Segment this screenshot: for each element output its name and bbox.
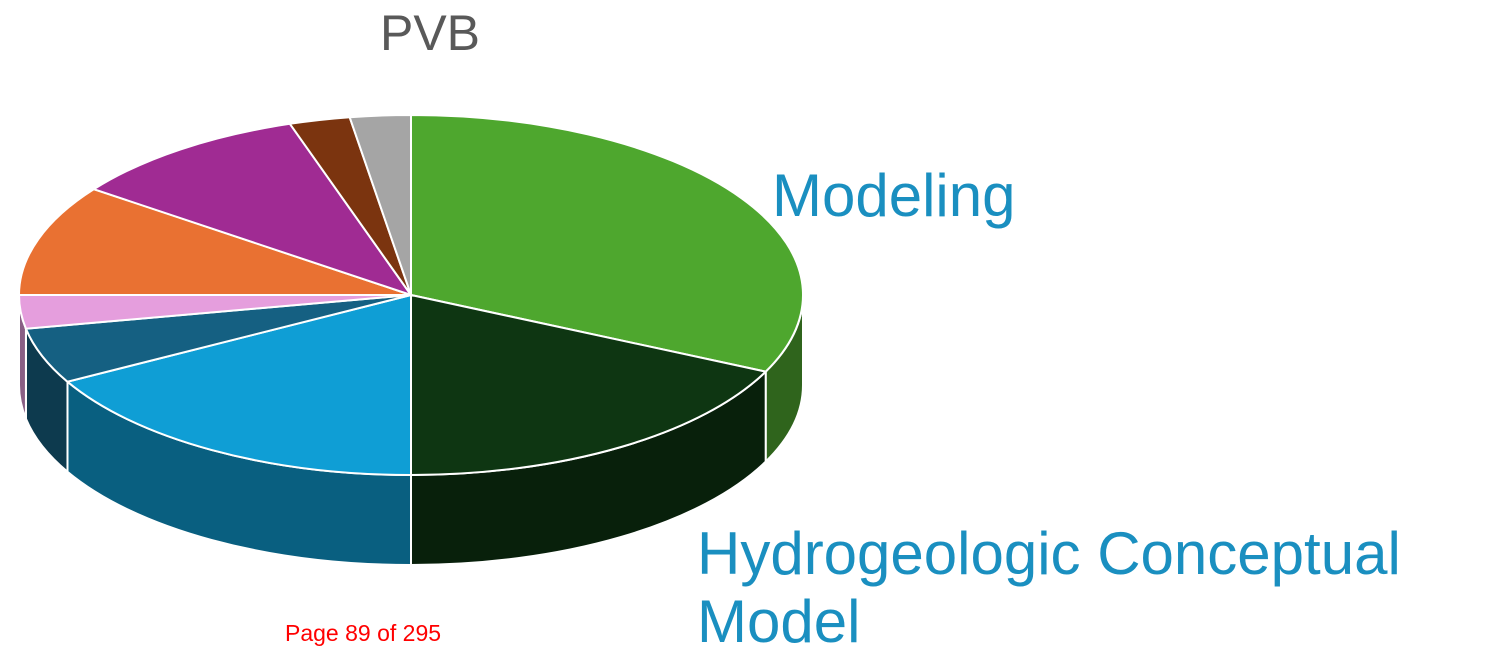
slice: [348, 113, 412, 296]
slice: [91, 122, 414, 297]
slice-label: Hydrogeologic Conceptual Model: [697, 520, 1401, 655]
slice: [17, 188, 412, 296]
slice: [65, 293, 412, 477]
slice: [410, 113, 804, 373]
slice-label: Modeling: [772, 162, 1016, 229]
slice: [410, 293, 768, 477]
chart-title: PVB: [379, 5, 481, 61]
page-footer: Page 89 of 295: [285, 620, 442, 646]
